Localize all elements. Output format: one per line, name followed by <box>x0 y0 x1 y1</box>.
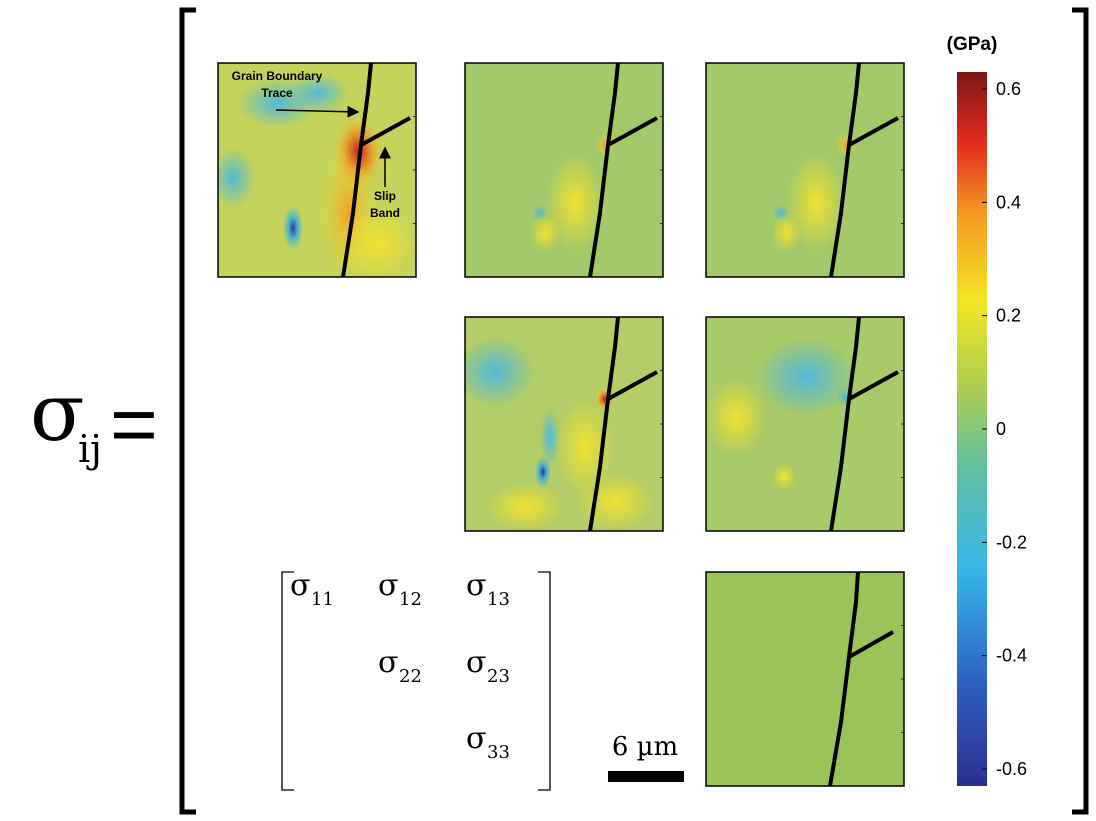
map-frame <box>705 316 905 532</box>
equation-equals: = <box>110 379 158 470</box>
stress-map <box>705 62 905 278</box>
map-region <box>283 206 303 250</box>
map-image <box>706 63 904 277</box>
annotation: Grain Boundary <box>232 69 323 83</box>
key-subscript: 13 <box>487 589 510 610</box>
stress-map <box>464 316 664 532</box>
map-region <box>545 153 605 253</box>
slip-band <box>848 630 894 659</box>
annotation: Band <box>370 206 400 220</box>
map-region <box>485 482 565 531</box>
left-bracket <box>179 7 196 815</box>
colorbar-tick-label: 0.2 <box>996 306 1021 326</box>
colorbar-tick-label: -0.4 <box>996 646 1027 666</box>
map-region <box>288 73 348 113</box>
key-subscript: 22 <box>399 666 422 687</box>
scale-bar <box>608 771 684 782</box>
key: σ 11 σ 12 σ 13σ 22 σ 23σ 33 <box>290 568 510 763</box>
map-image <box>218 63 416 277</box>
key-subscript: 11 <box>311 589 334 610</box>
map-frame <box>705 571 905 787</box>
colorbar-unit: (GPa) <box>947 34 998 55</box>
slip-band <box>848 116 899 147</box>
map-image <box>465 317 663 531</box>
map-region <box>530 213 560 253</box>
map-image <box>706 317 904 531</box>
map-image <box>465 63 663 277</box>
stress-map <box>217 62 417 278</box>
key-bracket <box>281 571 294 791</box>
map-region <box>786 153 846 253</box>
map-region <box>540 407 560 467</box>
stress-map <box>464 62 664 278</box>
equation-subscript: ij <box>78 427 102 471</box>
annotation: Slip <box>374 189 396 203</box>
key-subscript: 23 <box>487 666 510 687</box>
key-symbol: σ <box>290 568 310 603</box>
slip-band <box>848 370 899 401</box>
map-region <box>772 463 796 491</box>
map-region <box>465 337 535 407</box>
colorbar-tick-label: -0.2 <box>996 532 1027 552</box>
key-subscript: 12 <box>399 589 422 610</box>
map-image <box>706 572 904 786</box>
arrow <box>275 105 360 118</box>
map-region <box>218 148 255 208</box>
stress-map <box>705 316 905 532</box>
map-region <box>706 377 766 457</box>
key-bracket <box>538 571 551 791</box>
slip-band <box>607 116 658 147</box>
slip-band <box>360 116 411 147</box>
map-region <box>338 203 416 277</box>
key-symbol: σ <box>466 645 486 680</box>
key-symbol: σ <box>378 568 398 603</box>
colorbar-tick-label: 0.4 <box>996 192 1021 212</box>
map-region <box>756 337 856 417</box>
map-frame <box>464 316 664 532</box>
key-symbol: σ <box>466 568 486 603</box>
colorbar-tick-label: 0 <box>996 419 1006 439</box>
slip-band <box>607 370 658 401</box>
colorbar-tick-label: -0.6 <box>996 759 1027 779</box>
map-frame <box>217 62 417 278</box>
stress-maps <box>217 62 905 787</box>
right-bracket <box>1072 7 1089 815</box>
equation-symbol: σ <box>30 366 85 459</box>
map-region <box>575 472 655 531</box>
map-frame <box>705 62 905 278</box>
key-subscript: 33 <box>487 742 510 763</box>
map-background <box>706 572 904 786</box>
annotation: Trace <box>261 86 293 100</box>
stress-map <box>705 571 905 787</box>
key-symbol: σ <box>466 721 486 756</box>
colorbar-ticks: 0.6 0.4 0.2 0 -0.2 -0.4 -0.6 <box>982 79 1027 779</box>
colorbar-tick-label: 0.6 <box>996 79 1021 99</box>
map-frame <box>464 62 664 278</box>
scale-bar-label: 6 µm <box>612 732 678 762</box>
map-region <box>771 213 801 253</box>
key-symbol: σ <box>378 645 398 680</box>
